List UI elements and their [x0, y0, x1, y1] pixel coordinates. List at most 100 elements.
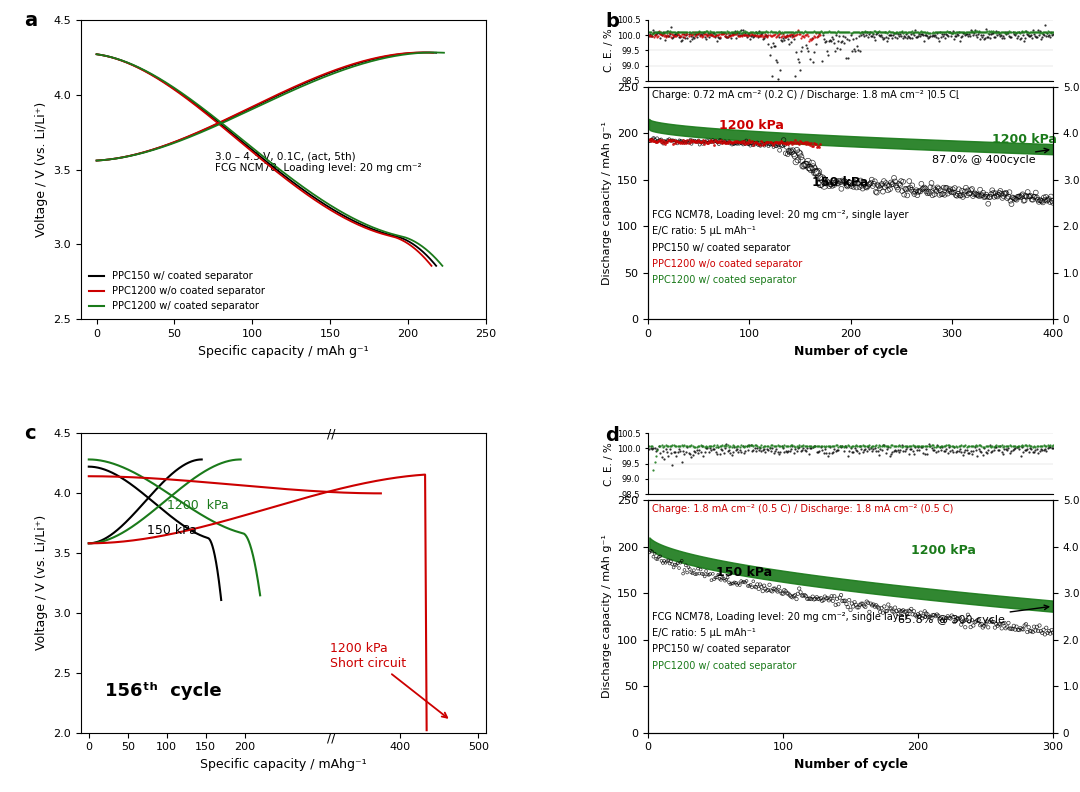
Point [657, 557, 674, 569]
Point [805, 140, 822, 153]
Point [1029, 625, 1047, 638]
Point [772, 138, 789, 150]
Point [983, 614, 1000, 626]
Point [994, 622, 1011, 634]
Point [855, 177, 873, 189]
Point [809, 167, 826, 180]
Point [740, 136, 757, 149]
Point [647, 134, 664, 147]
Point [792, 147, 809, 160]
Point [786, 588, 804, 601]
Y-axis label: Voltage / V (vs. Li/Li⁺): Voltage / V (vs. Li/Li⁺) [35, 102, 48, 237]
Point [667, 558, 685, 571]
Point [738, 575, 755, 588]
Text: 1200 kPa
Short circuit: 1200 kPa Short circuit [330, 642, 447, 718]
Point [971, 190, 988, 203]
Point [997, 622, 1014, 634]
Point [970, 614, 987, 626]
Point [1004, 191, 1022, 204]
Point [1024, 626, 1041, 638]
Point [652, 133, 670, 146]
Point [728, 135, 745, 147]
Point [646, 135, 663, 147]
Point [692, 135, 710, 148]
Point [777, 137, 794, 150]
Point [843, 178, 861, 191]
Point [809, 140, 826, 153]
Point [858, 181, 875, 193]
Point [901, 175, 918, 188]
Point [913, 177, 930, 190]
Point [910, 609, 928, 622]
Point [642, 132, 659, 145]
Point [907, 609, 924, 622]
Point [1017, 189, 1035, 202]
Point [748, 578, 766, 591]
Point [688, 135, 705, 148]
Point [791, 137, 808, 150]
Point [687, 135, 704, 147]
Point [643, 135, 660, 147]
Point [815, 179, 833, 192]
Point [1010, 623, 1027, 636]
Point [866, 600, 883, 613]
Point [798, 592, 816, 605]
Point [681, 563, 699, 576]
Point [721, 137, 739, 150]
Point [689, 135, 706, 148]
Point [648, 553, 665, 565]
Point [708, 571, 726, 584]
Point [683, 138, 700, 150]
Point [678, 136, 696, 149]
Point [981, 191, 998, 204]
Point [675, 133, 692, 146]
Point [677, 135, 694, 147]
Point [907, 185, 924, 198]
Point [863, 173, 880, 186]
Point [742, 578, 759, 591]
Point [715, 572, 732, 584]
Point [648, 135, 665, 148]
Point [730, 135, 747, 148]
Point [779, 138, 796, 150]
Point [733, 135, 751, 147]
Point [796, 588, 813, 601]
Point [1002, 194, 1020, 207]
Point [711, 138, 728, 150]
Point [930, 609, 947, 622]
Point [788, 136, 806, 149]
Point [747, 135, 765, 148]
Point [888, 605, 905, 618]
Point [645, 135, 662, 148]
Point [710, 136, 727, 149]
Text: 1200 kPa: 1200 kPa [719, 119, 784, 131]
Point [797, 590, 814, 603]
Point [919, 187, 936, 200]
Point [792, 586, 809, 599]
Point [725, 577, 742, 590]
Point [804, 590, 822, 603]
Point [678, 566, 696, 579]
Point [779, 148, 796, 161]
Point [679, 135, 697, 148]
Point [720, 135, 738, 148]
Point [1034, 626, 1051, 639]
Text: FCG NCM78, Loading level: 20 mg cm⁻², single layer: FCG NCM78, Loading level: 20 mg cm⁻², si… [652, 611, 908, 622]
Text: 3.0 – 4.3 V, 0.1C, (act, 5th)
FCG NCM78, Loading level: 20 mg cm⁻²: 3.0 – 4.3 V, 0.1C, (act, 5th) FCG NCM78,… [215, 151, 421, 173]
Point [839, 180, 856, 192]
Point [778, 138, 795, 150]
Point [666, 134, 684, 147]
Text: PPC150 w/ coated separator: PPC150 w/ coated separator [652, 644, 791, 654]
Point [860, 178, 877, 191]
Point [1032, 194, 1050, 207]
Point [739, 137, 756, 150]
Point [801, 162, 819, 174]
Point [702, 568, 719, 581]
Point [784, 135, 801, 148]
Point [754, 138, 771, 150]
Point [671, 134, 688, 147]
Point [750, 137, 767, 150]
Point [966, 188, 983, 200]
Point [1022, 189, 1039, 202]
Point [933, 188, 950, 200]
